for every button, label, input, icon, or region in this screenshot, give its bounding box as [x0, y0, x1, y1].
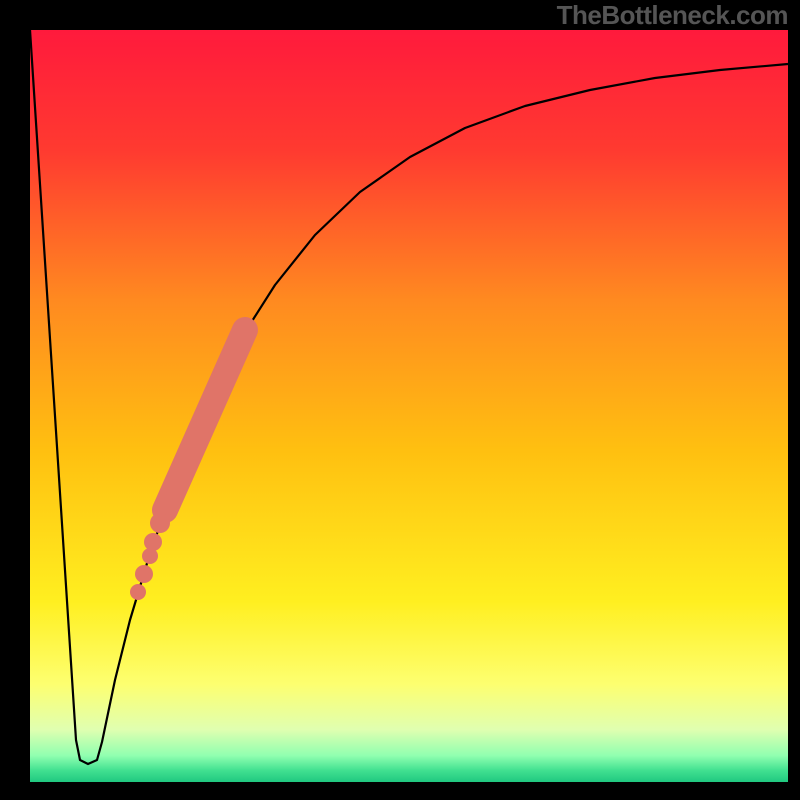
- bottleneck-chart: [0, 0, 800, 800]
- marker-dot: [142, 548, 158, 564]
- plot-background: [30, 30, 788, 782]
- chart-container: TheBottleneck.com: [0, 0, 800, 800]
- marker-dot: [144, 533, 162, 551]
- marker-dot: [135, 565, 153, 583]
- watermark-text: TheBottleneck.com: [557, 0, 788, 31]
- marker-dot: [150, 513, 170, 533]
- marker-dot: [130, 584, 146, 600]
